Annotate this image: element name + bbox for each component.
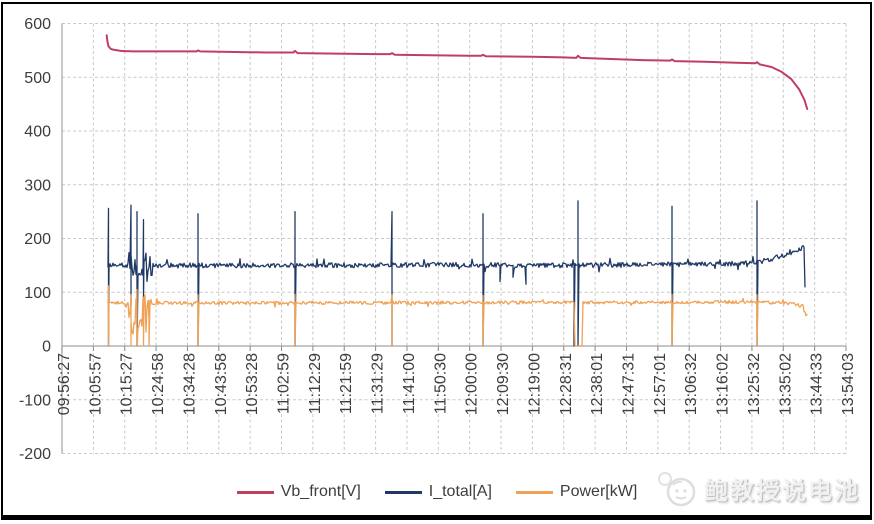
legend-label-vb-front: Vb_front[V]: [280, 483, 361, 500]
y-tick-label: -100: [19, 392, 51, 409]
legend-swatch-i-total: [384, 490, 422, 494]
legend-item-power: Power[kW]: [515, 483, 638, 501]
y-tick-label: -200: [19, 446, 51, 463]
x-tick-label: 11:21:59: [338, 353, 355, 414]
legend-swatch-vb-front: [236, 490, 274, 494]
legend-label-i-total: I_total[A]: [428, 483, 492, 500]
x-tick-label: 13:44:33: [809, 353, 826, 415]
x-tick-label: 13:25:32: [746, 353, 763, 415]
x-tick-label: 09:56:27: [56, 353, 73, 415]
series-i-total: [107, 200, 806, 347]
x-tick-label: 11:31:29: [370, 353, 387, 414]
y-tick-label: 100: [24, 285, 51, 302]
x-tick-label: 13:16:02: [715, 353, 732, 415]
x-tick-label: 12:57:01: [652, 353, 669, 415]
x-axis-labels: 09:56:27 10:05:57 10:15:27 10:24:58 10:34:28…: [56, 353, 857, 415]
x-tick-label: 10:34:28: [181, 353, 198, 415]
series-vb-front: [105, 34, 809, 110]
x-tick-label: 10:24:58: [150, 353, 167, 415]
legend-item-vb-front: Vb_front[V]: [236, 483, 361, 501]
x-tick-label: 12:09:30: [495, 353, 512, 415]
legend-swatch-power: [515, 490, 553, 494]
chat-face-icon: [658, 472, 696, 507]
x-tick-label: 12:47:31: [620, 353, 637, 415]
x-tick-label: 10:05:57: [87, 353, 104, 415]
y-tick-label: 300: [24, 177, 51, 194]
x-tick-label: 13:54:03: [840, 353, 857, 415]
x-tick-label: 11:12:29: [307, 353, 324, 414]
axes: [61, 23, 847, 454]
x-tick-label: 11:41:00: [401, 353, 418, 414]
chart-legend: Vb_front[V] I_total[A] Power[kW]: [0, 479, 874, 505]
x-tick-label: 11:02:59: [276, 353, 293, 414]
x-tick-label: 12:38:01: [589, 353, 606, 415]
x-tick-label: 12:19:00: [526, 353, 543, 415]
watermark-text: 鲍教授说电池: [704, 477, 860, 505]
x-tick-label: 13:35:02: [777, 353, 794, 415]
y-tick-label: 0: [42, 339, 51, 356]
series-power: [107, 285, 808, 347]
y-axis-labels: 600 500 400 300 200 100 0 -100 -200: [19, 16, 51, 463]
y-tick-label: 500: [24, 70, 51, 87]
y-tick-label: 400: [24, 124, 51, 141]
x-tick-label: 10:15:27: [119, 353, 136, 415]
x-tick-label: 10:43:58: [213, 353, 230, 415]
x-tick-label: 10:53:28: [244, 353, 261, 415]
gridlines: [61, 23, 847, 454]
x-tick-label: 13:06:32: [683, 353, 700, 415]
y-tick-label: 200: [24, 231, 51, 248]
legend-label-power: Power[kW]: [559, 483, 638, 500]
x-tick-label: 12:28:31: [558, 353, 575, 415]
watermark: 鲍教授说电池: [653, 467, 860, 509]
x-tick-label: 12:00:00: [464, 353, 481, 415]
y-tick-label: 600: [24, 16, 51, 33]
x-tick-label: 11:50:30: [432, 353, 449, 414]
legend-item-i-total: I_total[A]: [384, 483, 492, 501]
